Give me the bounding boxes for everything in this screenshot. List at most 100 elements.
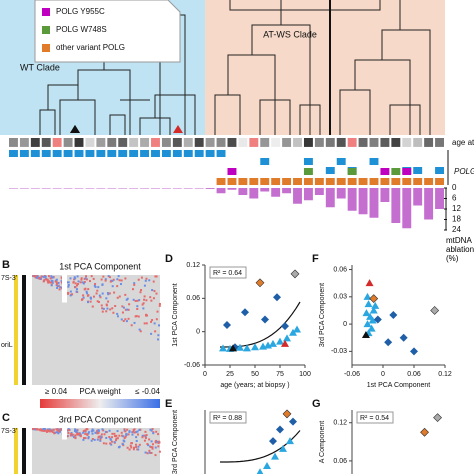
y-label: 3rd PCA Component bbox=[319, 283, 326, 347]
heatmap-cell bbox=[49, 277, 52, 280]
tick-label: 0 bbox=[203, 371, 207, 378]
heatmap-cell bbox=[99, 436, 102, 439]
point bbox=[361, 331, 370, 338]
allele-cell bbox=[435, 167, 444, 174]
heatmap-cell bbox=[67, 285, 70, 288]
allele-cell bbox=[216, 178, 226, 185]
heatmap-cell bbox=[81, 298, 84, 301]
heatmap-cell bbox=[123, 437, 126, 440]
allele-cell bbox=[183, 150, 193, 157]
heatmap-cell bbox=[129, 444, 132, 447]
heatmap-cell bbox=[151, 319, 154, 322]
heatmap-cell bbox=[81, 281, 84, 284]
heatmap-cell bbox=[136, 448, 139, 451]
age-cell bbox=[107, 138, 117, 147]
heatmap-cell bbox=[143, 284, 146, 287]
heatmap-cell bbox=[74, 286, 77, 289]
ablation-bar bbox=[74, 188, 84, 189]
allele-cell bbox=[118, 150, 128, 157]
tick-label: -0.06 bbox=[344, 371, 360, 378]
heatmap-cell bbox=[60, 276, 63, 279]
heatmap-cell bbox=[148, 279, 151, 282]
atws-background bbox=[205, 0, 445, 135]
heatmap-cell bbox=[116, 296, 119, 299]
x-label: 1st PCA Component bbox=[367, 382, 430, 389]
heatmap-cell bbox=[124, 308, 127, 311]
heatmap-cell bbox=[51, 276, 54, 279]
age-cell bbox=[413, 138, 423, 147]
heatmap-cell bbox=[150, 320, 153, 323]
heatmap-cell bbox=[128, 303, 131, 306]
heatmap-cell bbox=[130, 442, 133, 445]
heatmap-cell bbox=[52, 428, 55, 431]
heatmap-cell bbox=[150, 429, 153, 432]
legend-swatch bbox=[42, 44, 50, 52]
tick-label: 75 bbox=[276, 371, 284, 378]
heatmap-title: 1st PCA Component bbox=[59, 261, 141, 271]
heatmap-cell bbox=[132, 430, 135, 433]
heatmap-cell bbox=[42, 429, 45, 432]
tick-label: 0.06 bbox=[333, 458, 347, 465]
heatmap-cell bbox=[49, 281, 52, 284]
heatmap-cell bbox=[96, 429, 99, 432]
point bbox=[256, 468, 264, 474]
heatmap-cell bbox=[126, 297, 129, 300]
allele-cell bbox=[413, 178, 423, 185]
ablation-bar bbox=[413, 188, 423, 206]
heatmap-cell bbox=[135, 436, 138, 439]
allele-cell bbox=[172, 150, 182, 157]
ablation-bar bbox=[358, 188, 368, 215]
allele-cell bbox=[52, 150, 62, 157]
point bbox=[433, 413, 442, 423]
point bbox=[283, 334, 291, 342]
heatmap-cell bbox=[135, 443, 138, 446]
heatmap-cell bbox=[124, 277, 127, 280]
heatmap-cell bbox=[136, 433, 139, 436]
marker bbox=[70, 125, 80, 133]
ablation-bar bbox=[424, 188, 434, 220]
heatmap-cell bbox=[124, 293, 127, 296]
heatmap-cell bbox=[41, 429, 44, 432]
allele-cell bbox=[303, 168, 313, 175]
heatmap-cell bbox=[145, 314, 148, 317]
heatmap-cell bbox=[55, 282, 58, 285]
point bbox=[365, 279, 374, 287]
heatmap-cell bbox=[59, 286, 62, 289]
heatmap-cell bbox=[35, 275, 38, 278]
heatmap-cell bbox=[133, 431, 136, 434]
heatmap-cell bbox=[141, 303, 144, 306]
annotation-bar bbox=[22, 428, 26, 474]
heatmap-cell bbox=[116, 437, 119, 440]
heatmap-cell bbox=[79, 434, 82, 437]
heatmap-cell bbox=[155, 318, 158, 321]
heatmap-cell bbox=[140, 276, 143, 279]
heatmap-cell bbox=[158, 441, 161, 444]
heatmap-cell bbox=[104, 430, 107, 433]
heatmap-cell bbox=[102, 307, 105, 310]
heatmap-cell bbox=[150, 332, 153, 335]
allele-cell bbox=[216, 150, 226, 157]
heatmap-cell bbox=[117, 446, 120, 449]
heatmap-cell bbox=[137, 278, 140, 281]
point bbox=[276, 337, 284, 345]
colorbar-low: ≤ -0.04 bbox=[135, 387, 160, 396]
ablation-bar bbox=[303, 188, 313, 201]
point bbox=[281, 339, 289, 347]
age-cell bbox=[260, 138, 270, 147]
heatmap-cell bbox=[118, 295, 121, 298]
legend-swatch bbox=[42, 26, 50, 34]
heatmap-cell bbox=[157, 338, 160, 341]
heatmap-cell bbox=[94, 431, 97, 434]
allele-cell bbox=[227, 168, 237, 175]
heatmap-cell bbox=[149, 428, 152, 431]
heatmap-cell bbox=[111, 436, 114, 439]
tick-label: 0.12 bbox=[333, 420, 347, 427]
allele-cell bbox=[19, 150, 29, 157]
heatmap-cell bbox=[158, 302, 161, 305]
heatmap-cell bbox=[121, 305, 124, 308]
heatmap-cell bbox=[93, 438, 96, 441]
heatmap-cell bbox=[101, 283, 104, 286]
y-label: A Component bbox=[319, 421, 326, 463]
heatmap-cell bbox=[92, 429, 95, 432]
heatmap-cell bbox=[120, 431, 123, 434]
